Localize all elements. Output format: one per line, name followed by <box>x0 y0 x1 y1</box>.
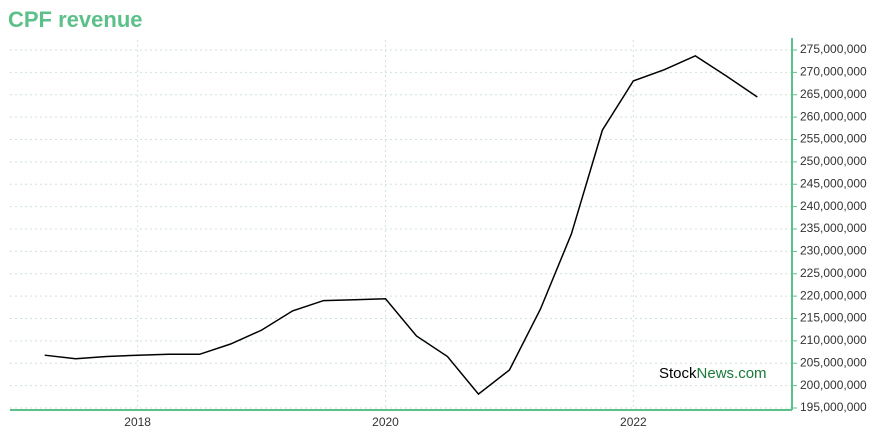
y-tick-label: 195,000,000 <box>800 400 867 414</box>
watermark-stock: Stock <box>659 365 697 382</box>
y-tick-label: 205,000,000 <box>800 355 867 369</box>
y-tick-label: 260,000,000 <box>800 109 867 123</box>
y-tick-label: 210,000,000 <box>800 333 867 347</box>
y-tick-label: 255,000,000 <box>800 132 867 146</box>
y-tick-label: 225,000,000 <box>800 266 867 280</box>
watermark-news: News.com <box>697 365 767 382</box>
y-tick-label: 215,000,000 <box>800 311 867 325</box>
y-tick-label: 245,000,000 <box>800 176 867 190</box>
line-series <box>44 54 758 396</box>
y-tick-label: 235,000,000 <box>800 221 867 235</box>
y-tick-label: 230,000,000 <box>800 244 867 258</box>
y-tick-label: 250,000,000 <box>800 154 867 168</box>
watermark: StockNews.com <box>659 365 767 382</box>
y-tick-label: 200,000,000 <box>800 378 867 392</box>
y-tick-label: 220,000,000 <box>800 288 867 302</box>
y-tick-label: 275,000,000 <box>800 42 867 56</box>
x-tick-label: 2018 <box>124 415 151 429</box>
y-tick-label: 265,000,000 <box>800 87 867 101</box>
chart-title: CPF revenue <box>8 7 143 32</box>
y-tick-label: 270,000,000 <box>800 65 867 79</box>
x-tick-label: 2020 <box>372 415 399 429</box>
x-tick-label: 2022 <box>620 415 647 429</box>
y-tick-label: 240,000,000 <box>800 199 867 213</box>
